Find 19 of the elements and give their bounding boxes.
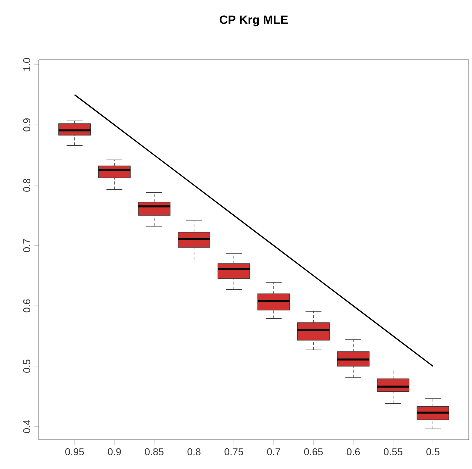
x-tick-label: 0.9 [108, 448, 122, 456]
x-tick-label: 0.95 [66, 448, 84, 456]
y-tick-label: 0.7 [23, 239, 30, 252]
y-tick-label: 0.8 [23, 178, 30, 192]
x-tick-label: 0.85 [145, 448, 164, 456]
x-tick-label: 0.8 [188, 448, 201, 456]
x-tick-label: 0.7 [267, 448, 280, 456]
y-tick-label: 0.5 [23, 360, 30, 373]
x-tick-label: 0.55 [384, 448, 403, 456]
y-tick-label: 0.9 [23, 118, 30, 132]
chart-title: CP Krg MLE [220, 16, 288, 27]
x-tick-label: 0.6 [347, 448, 360, 456]
y-tick-label: 0.6 [23, 300, 30, 313]
x-tick-label: 0.75 [224, 448, 244, 456]
line-series [74, 94, 434, 368]
y-tick-label: 0.4 [23, 420, 30, 434]
y-tick-label: 1.0 [23, 58, 30, 71]
x-tick-label: 0.65 [304, 448, 324, 456]
x-tick-label: 0.5 [426, 448, 440, 456]
